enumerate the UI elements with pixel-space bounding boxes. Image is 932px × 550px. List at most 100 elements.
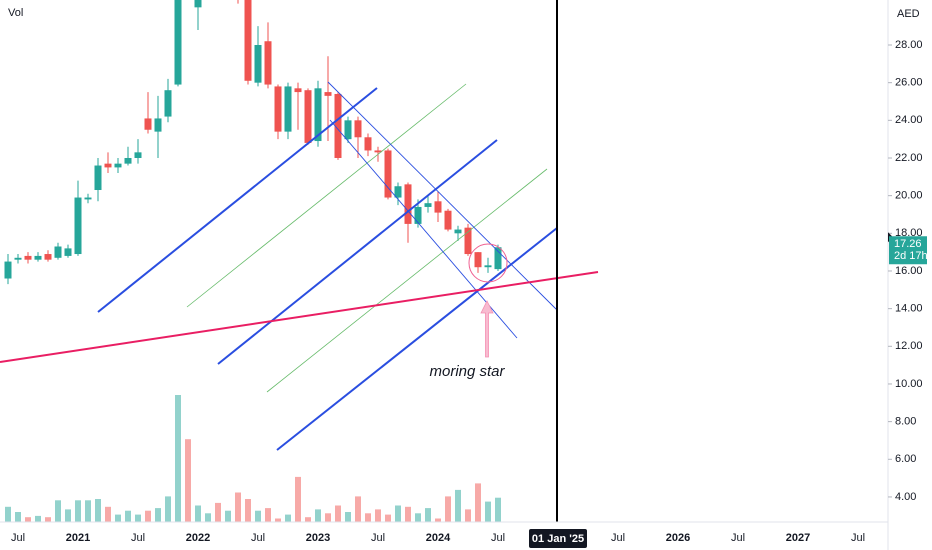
candle-body xyxy=(404,184,412,224)
candle-body xyxy=(154,118,162,132)
x-tick-label: Jul xyxy=(851,532,865,544)
candle-body xyxy=(384,150,392,198)
candle-body xyxy=(124,157,132,164)
candle-body xyxy=(424,203,432,207)
channel-midline xyxy=(266,168,548,393)
axes: 4.00 6.00 8.00 10.00 12.00 14.00 16.00 18.00 20.… xyxy=(11,39,928,548)
volume-bar xyxy=(135,514,141,522)
volume-bar xyxy=(485,501,491,522)
volume-bar xyxy=(315,509,321,522)
candle-body xyxy=(394,186,402,198)
volume-bar xyxy=(365,513,371,522)
candle-body xyxy=(164,90,172,117)
candle-body xyxy=(254,45,262,83)
candle-body xyxy=(64,248,72,256)
candle-body xyxy=(94,165,102,191)
annotation: moring star xyxy=(429,363,505,380)
y-tick-label: 4.00 xyxy=(895,491,916,503)
candle-body xyxy=(444,210,452,230)
y-tick-label: 26.00 xyxy=(895,77,923,89)
volume-bar xyxy=(125,510,131,522)
volume-bar xyxy=(285,514,291,522)
volume-bar xyxy=(335,505,341,522)
candle-body xyxy=(104,163,112,168)
candle-body xyxy=(174,0,182,85)
y-tick-label: 10.00 xyxy=(895,378,923,390)
volume-bar xyxy=(435,518,441,522)
last-price-label: 17.26 xyxy=(894,238,922,250)
drawings xyxy=(0,0,599,522)
down-channel xyxy=(327,81,558,311)
plot-area xyxy=(4,0,502,522)
channel-line xyxy=(217,139,498,365)
volume-bar xyxy=(475,483,481,522)
candle-body xyxy=(34,255,42,260)
channel-line xyxy=(97,87,378,313)
down-channel xyxy=(329,119,518,339)
volume-bar xyxy=(455,489,461,522)
volume-bar xyxy=(275,518,281,522)
y-tick-label: 16.00 xyxy=(895,265,923,277)
candle-body xyxy=(314,88,322,142)
y-tick-label: 22.00 xyxy=(895,152,923,164)
y-tick-label: 24.00 xyxy=(895,114,923,126)
volume-bar xyxy=(195,505,201,522)
volume-bar xyxy=(215,502,221,522)
y-tick-label: 14.00 xyxy=(895,303,923,315)
volume-bar xyxy=(105,506,111,522)
candle-body xyxy=(84,197,92,200)
candle-body xyxy=(344,120,352,140)
candle-body xyxy=(294,88,302,93)
candle-body xyxy=(264,41,272,85)
volume-bar xyxy=(65,509,71,522)
volume-bar xyxy=(165,496,171,522)
candle-body xyxy=(274,86,282,132)
volume-bar xyxy=(225,510,231,522)
x-tick-label: Jul xyxy=(11,532,25,544)
volume-bar xyxy=(375,509,381,522)
x-tick-label: Jul xyxy=(131,532,145,544)
candle-body xyxy=(324,92,332,96)
volume-bar xyxy=(265,508,271,522)
volume-bar xyxy=(235,492,241,522)
x-tick-label: Jul xyxy=(491,532,505,544)
candle-body xyxy=(24,255,32,260)
volume-bar xyxy=(255,510,261,522)
volume-bar xyxy=(15,512,21,522)
volume-bar xyxy=(385,514,391,522)
last-price-bg xyxy=(889,236,927,265)
candle-body xyxy=(374,150,382,153)
crosshair-label-bg xyxy=(529,529,587,548)
volume-bar xyxy=(185,439,191,522)
volume-bar xyxy=(295,476,301,522)
volume-bar xyxy=(495,497,501,522)
volume-bar xyxy=(115,514,121,522)
volume-bar xyxy=(5,506,11,522)
volume-bar xyxy=(55,500,61,522)
volume-bar xyxy=(95,499,101,522)
volume-bar xyxy=(305,517,311,522)
candle-body xyxy=(4,261,12,279)
x-tick-label: 2026 xyxy=(666,532,690,544)
candle-body xyxy=(74,197,82,255)
x-tick-label: Jul xyxy=(731,532,745,544)
x-tick-label: 2027 xyxy=(786,532,810,544)
candle-body xyxy=(304,90,312,143)
volume-bar xyxy=(415,513,421,522)
volume-title: Vol xyxy=(8,7,23,19)
channel-midline xyxy=(186,83,467,308)
volume-bar xyxy=(245,499,251,522)
volume-bar xyxy=(405,506,411,522)
candle-body xyxy=(414,206,422,224)
volume-bar xyxy=(85,500,91,522)
volume-bar xyxy=(345,512,351,522)
candle-body xyxy=(54,246,62,258)
candle-body xyxy=(484,265,492,268)
volume-bar xyxy=(145,510,151,522)
candle-body xyxy=(474,252,482,268)
arrow xyxy=(480,300,494,358)
candle-body xyxy=(14,257,22,260)
volume-bar xyxy=(205,513,211,522)
